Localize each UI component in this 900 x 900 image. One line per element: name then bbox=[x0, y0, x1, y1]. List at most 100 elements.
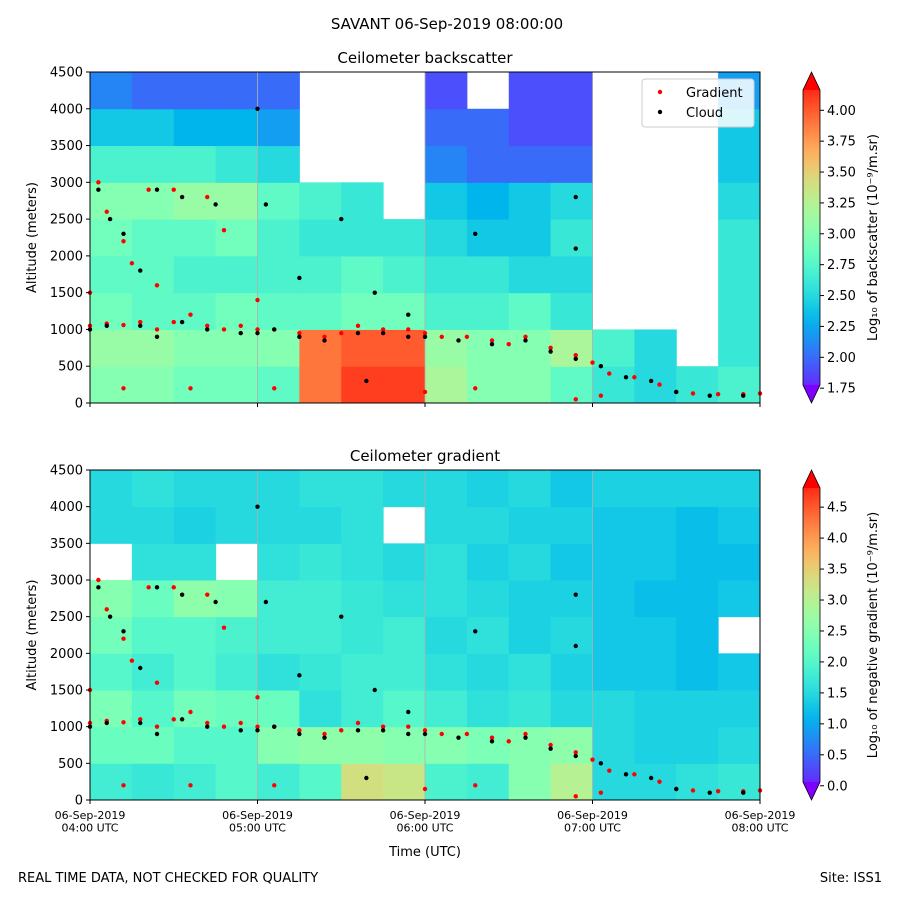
heatmap-cell bbox=[131, 366, 175, 404]
heatmap-cell bbox=[508, 108, 552, 147]
scatter-point bbox=[107, 614, 113, 619]
scatter-point bbox=[573, 753, 578, 759]
scatter-point bbox=[129, 658, 135, 663]
heatmap-cell bbox=[508, 726, 552, 764]
heatmap-cell bbox=[257, 653, 300, 691]
scatter-point bbox=[422, 389, 428, 395]
scatter-point bbox=[690, 391, 696, 396]
y-axis-label: Altitude (meters) bbox=[25, 580, 40, 691]
heatmap-cell bbox=[90, 329, 133, 367]
heatmap-cell bbox=[90, 726, 133, 764]
footer-note: REAL TIME DATA, NOT CHECKED FOR QUALITY bbox=[18, 871, 318, 886]
scatter-point bbox=[548, 345, 553, 351]
scatter-point bbox=[406, 312, 411, 317]
heatmap-cell bbox=[341, 329, 384, 367]
heatmap-cell bbox=[131, 580, 175, 618]
scatter-point bbox=[464, 334, 470, 339]
heatmap-cell bbox=[341, 616, 384, 654]
heatmap-cell bbox=[718, 292, 761, 330]
scatter-point bbox=[657, 382, 662, 387]
heatmap-cell bbox=[634, 543, 677, 581]
scatter-point bbox=[213, 599, 218, 605]
y-tick-label: 2500 bbox=[50, 213, 83, 228]
scatter-point bbox=[205, 724, 210, 729]
heatmap-cell bbox=[508, 329, 552, 367]
heatmap-cell bbox=[257, 616, 300, 654]
heatmap-cell bbox=[508, 616, 552, 654]
scatter-point bbox=[657, 779, 662, 784]
scatter-point bbox=[322, 338, 327, 343]
heatmap-cell bbox=[592, 366, 635, 404]
y-tick-label: 2500 bbox=[50, 610, 83, 625]
heatmap-cell bbox=[550, 763, 593, 801]
scatter-point bbox=[339, 330, 344, 336]
scatter-point bbox=[489, 341, 495, 347]
y-tick-label: 4000 bbox=[50, 500, 83, 515]
scatter-point bbox=[707, 790, 712, 795]
scatter-point bbox=[632, 772, 637, 777]
heatmap-cell bbox=[299, 616, 342, 654]
scatter-point bbox=[573, 592, 578, 597]
scatter-point bbox=[598, 790, 604, 795]
heatmap-cell bbox=[341, 653, 384, 691]
heatmap-cell bbox=[718, 580, 761, 618]
scatter-point bbox=[456, 338, 461, 343]
heatmap-cell bbox=[90, 182, 133, 220]
heatmap-cell bbox=[341, 255, 384, 294]
scatter-point bbox=[238, 323, 243, 328]
y-tick-label: 4000 bbox=[50, 102, 83, 117]
heatmap-cell bbox=[90, 292, 133, 330]
x-tick-label: 06-Sep-2019 07:00 UTC bbox=[557, 809, 628, 835]
colorbar-tick-label: 2.5 bbox=[827, 624, 848, 639]
scatter-point bbox=[146, 585, 151, 590]
heatmap-cell bbox=[257, 72, 300, 110]
scatter-point bbox=[355, 728, 361, 733]
heatmap-cell bbox=[173, 653, 217, 691]
heatmap-cell bbox=[676, 506, 719, 544]
heatmap-cell bbox=[215, 108, 258, 147]
heatmap-cell bbox=[257, 108, 300, 147]
scatter-point bbox=[364, 775, 369, 781]
scatter-point bbox=[104, 607, 109, 612]
scatter-point bbox=[422, 330, 428, 336]
scatter-point bbox=[456, 735, 461, 740]
scatter-point bbox=[188, 386, 193, 391]
colorbar-tick-label: 2.25 bbox=[827, 320, 856, 335]
scatter-point bbox=[339, 216, 344, 222]
scatter-point bbox=[154, 680, 160, 685]
y-tick-label: 4500 bbox=[50, 66, 83, 81]
y-tick-label: 3000 bbox=[50, 574, 83, 589]
heatmap-cell bbox=[425, 145, 468, 183]
scatter-point bbox=[573, 397, 578, 402]
colorbar-tick-label: 3.5 bbox=[827, 563, 848, 578]
scatter-point bbox=[632, 375, 637, 380]
heatmap-cell bbox=[466, 108, 510, 147]
scatter-point bbox=[188, 709, 193, 715]
heatmap-cell bbox=[90, 763, 133, 801]
heatmap-cell bbox=[508, 182, 552, 220]
heatmap-cell bbox=[215, 182, 258, 220]
heatmap-cell bbox=[90, 470, 133, 508]
scatter-point bbox=[171, 187, 176, 192]
heatmap-cell bbox=[131, 470, 175, 508]
heatmap-cell bbox=[550, 580, 593, 618]
scatter-point bbox=[121, 629, 126, 634]
scatter-point bbox=[648, 378, 654, 384]
heatmap-cell bbox=[173, 366, 217, 404]
y-tick-label: 1000 bbox=[50, 720, 83, 735]
colorbar-label: Log₁₀ of negative gradient (10⁻⁹/m.sr) bbox=[866, 512, 881, 758]
heatmap-cell bbox=[341, 543, 384, 581]
scatter-point bbox=[489, 739, 495, 744]
scatter-point bbox=[107, 216, 113, 222]
heatmap-cell bbox=[425, 506, 468, 544]
scatter-point bbox=[473, 231, 478, 237]
scatter-point bbox=[238, 728, 243, 733]
heatmap-cell bbox=[718, 506, 761, 544]
heatmap-cell bbox=[131, 72, 175, 110]
heatmap-cell bbox=[676, 580, 719, 618]
heatmap-cell bbox=[508, 580, 552, 618]
y-tick-label: 0 bbox=[75, 397, 83, 412]
heatmap-cell bbox=[592, 616, 635, 654]
heatmap-cell bbox=[90, 580, 133, 618]
